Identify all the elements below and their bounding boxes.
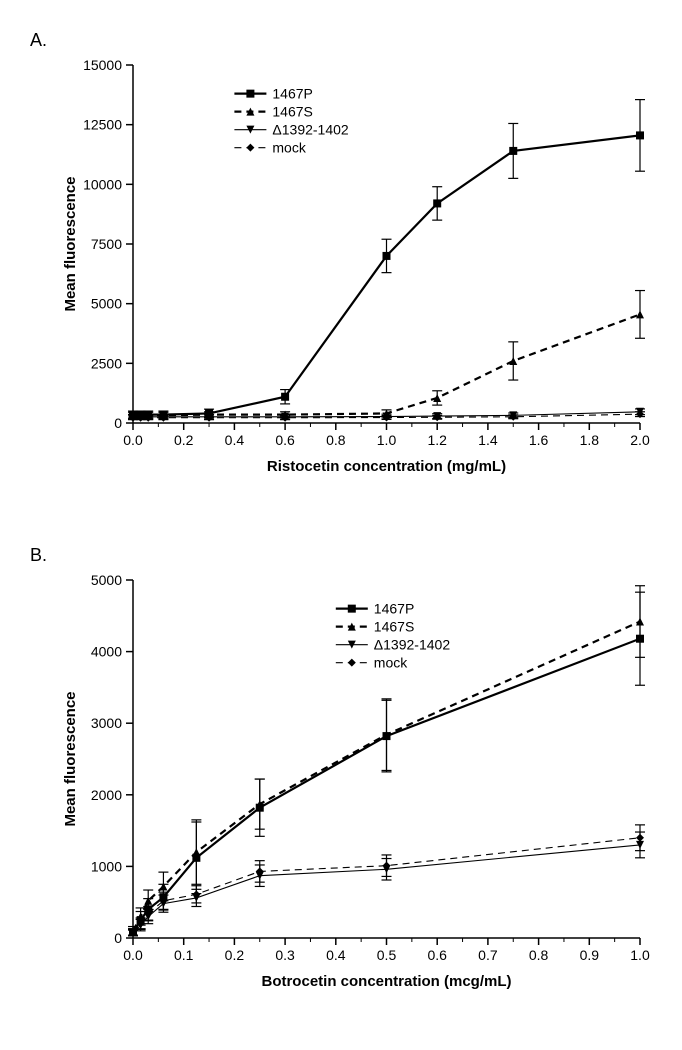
svg-text:Mean fluorescence: Mean fluorescence: [62, 176, 79, 311]
svg-text:Δ1392-1402: Δ1392-1402: [374, 637, 451, 653]
svg-text:0.6: 0.6: [275, 432, 295, 448]
svg-text:5000: 5000: [91, 572, 122, 588]
panel-b-label: B.: [30, 545, 47, 566]
svg-text:1467P: 1467P: [272, 86, 312, 102]
svg-text:0.2: 0.2: [225, 947, 245, 963]
svg-text:1.6: 1.6: [529, 432, 549, 448]
svg-text:0.8: 0.8: [326, 432, 346, 448]
svg-text:2500: 2500: [91, 355, 122, 371]
svg-text:0.7: 0.7: [478, 947, 498, 963]
svg-text:0: 0: [114, 930, 122, 946]
figure-container: A. 0.0 0.2 0.4 0.6 0.8 1.0 1.2 1.4 1.6 1.8 2.0 0 250…: [0, 0, 682, 1050]
svg-text:0.4: 0.4: [326, 947, 346, 963]
svg-text:0.3: 0.3: [275, 947, 295, 963]
svg-text:1.2: 1.2: [427, 432, 447, 448]
svg-text:1467S: 1467S: [374, 619, 414, 635]
svg-text:Ristocetin concentration (mg/m: Ristocetin concentration (mg/mL): [267, 458, 506, 475]
svg-text:12500: 12500: [83, 117, 122, 133]
svg-text:2.0: 2.0: [630, 432, 650, 448]
svg-text:0.6: 0.6: [427, 947, 447, 963]
svg-text:4000: 4000: [91, 644, 122, 660]
svg-text:0.0: 0.0: [123, 947, 143, 963]
svg-text:1.4: 1.4: [478, 432, 498, 448]
panel-a-label: A.: [30, 30, 47, 51]
svg-text:0.5: 0.5: [377, 947, 397, 963]
svg-text:Botrocetin concentration (mcg/: Botrocetin concentration (mcg/mL): [261, 973, 511, 990]
svg-text:mock: mock: [374, 655, 408, 671]
svg-text:15000: 15000: [83, 57, 122, 73]
svg-text:2000: 2000: [91, 787, 122, 803]
svg-text:Δ1392-1402: Δ1392-1402: [272, 122, 349, 138]
panel-b-chart: 0.0 0.1 0.2 0.3 0.4 0.5 0.6 0.7 0.8 0.9 1.0 0 1000 20…: [55, 570, 655, 1000]
panel-a-chart: 0.0 0.2 0.4 0.6 0.8 1.0 1.2 1.4 1.6 1.8 2.0 0 2500 50…: [55, 55, 655, 485]
svg-text:0.0: 0.0: [123, 432, 143, 448]
svg-text:10000: 10000: [83, 176, 122, 192]
svg-text:0.4: 0.4: [225, 432, 245, 448]
svg-text:7500: 7500: [91, 236, 122, 252]
svg-text:0: 0: [114, 415, 122, 431]
svg-text:mock: mock: [272, 140, 306, 156]
svg-text:1.0: 1.0: [377, 432, 397, 448]
svg-text:5000: 5000: [91, 296, 122, 312]
svg-text:1.8: 1.8: [580, 432, 600, 448]
svg-text:1467P: 1467P: [374, 601, 414, 617]
svg-text:1000: 1000: [91, 858, 122, 874]
svg-text:Mean fluorescence: Mean fluorescence: [62, 691, 79, 826]
svg-text:1.0: 1.0: [630, 947, 650, 963]
svg-text:3000: 3000: [91, 715, 122, 731]
svg-text:0.2: 0.2: [174, 432, 194, 448]
svg-text:1467S: 1467S: [272, 104, 312, 120]
svg-text:0.9: 0.9: [580, 947, 600, 963]
svg-text:0.8: 0.8: [529, 947, 549, 963]
svg-text:0.1: 0.1: [174, 947, 194, 963]
